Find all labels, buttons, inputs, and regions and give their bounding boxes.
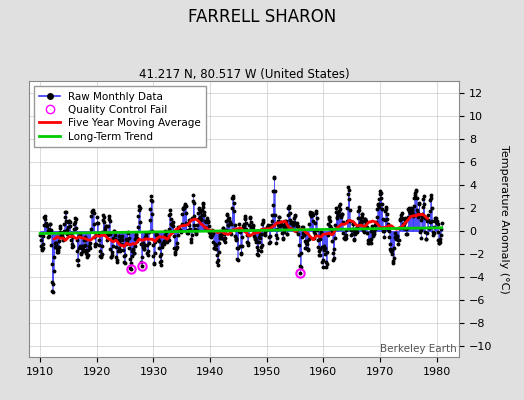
Text: Berkeley Earth: Berkeley Earth	[380, 344, 456, 354]
Y-axis label: Temperature Anomaly (°C): Temperature Anomaly (°C)	[499, 145, 509, 294]
Title: 41.217 N, 80.517 W (United States): 41.217 N, 80.517 W (United States)	[139, 68, 350, 81]
Legend: Raw Monthly Data, Quality Control Fail, Five Year Moving Average, Long-Term Tren: Raw Monthly Data, Quality Control Fail, …	[34, 86, 206, 147]
Text: FARRELL SHARON: FARRELL SHARON	[188, 8, 336, 26]
